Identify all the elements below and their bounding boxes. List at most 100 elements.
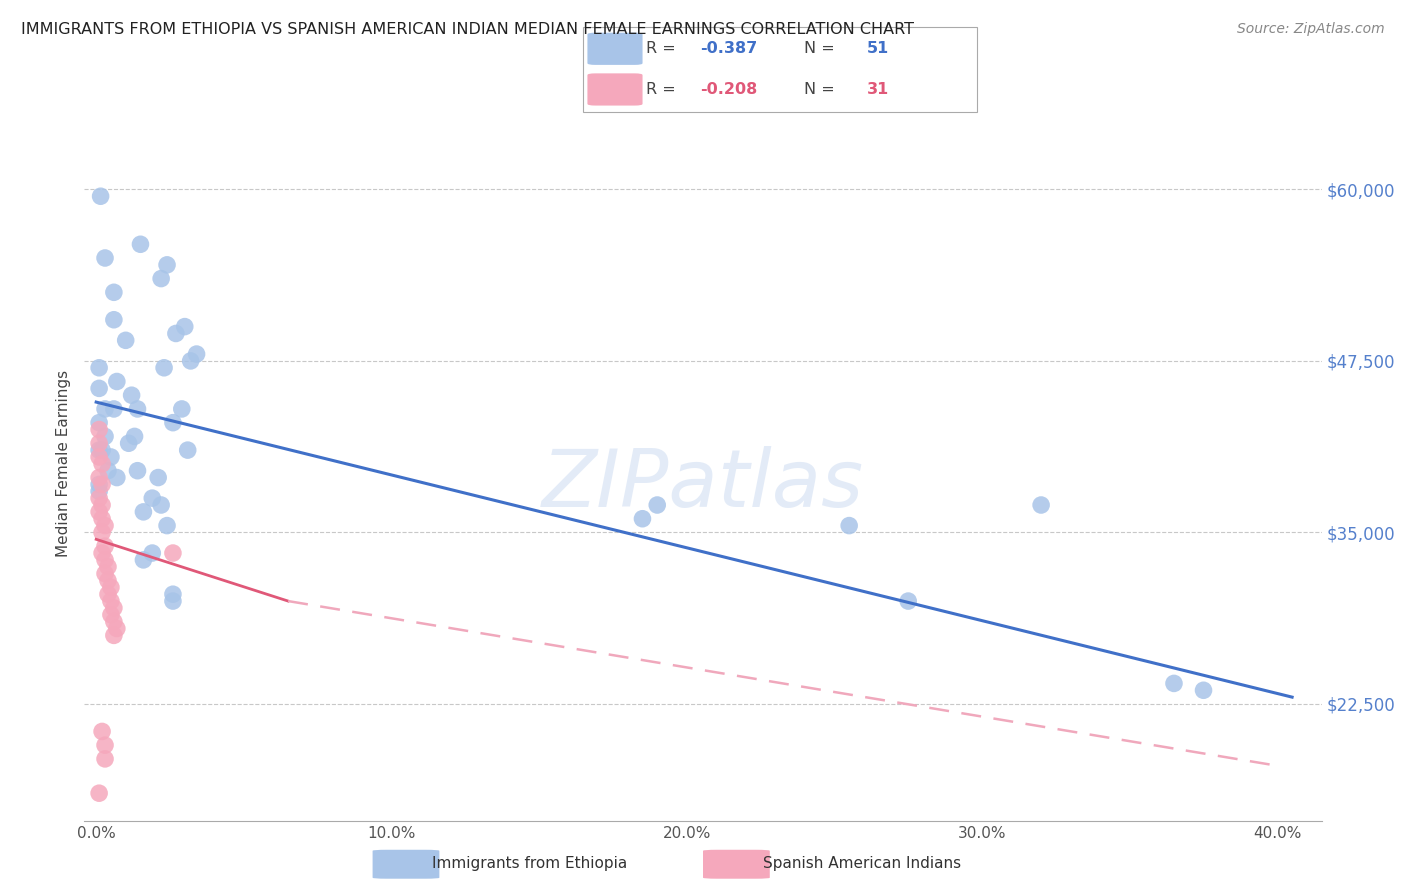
Point xyxy=(100,450,122,464)
Point xyxy=(897,594,920,608)
Point xyxy=(105,470,128,484)
Point xyxy=(162,546,184,560)
Point xyxy=(91,477,114,491)
Point xyxy=(90,189,112,203)
Point xyxy=(89,477,111,491)
Point xyxy=(94,518,117,533)
Point xyxy=(89,505,111,519)
Point xyxy=(631,512,654,526)
FancyBboxPatch shape xyxy=(588,33,643,65)
Point xyxy=(124,429,146,443)
Point xyxy=(91,724,114,739)
Point xyxy=(645,498,668,512)
Point xyxy=(162,416,184,430)
Point xyxy=(105,622,128,636)
Point xyxy=(89,423,111,437)
Y-axis label: Median Female Earnings: Median Female Earnings xyxy=(56,370,72,558)
FancyBboxPatch shape xyxy=(583,27,977,112)
Point xyxy=(121,388,143,402)
Point xyxy=(91,512,114,526)
Point xyxy=(91,498,114,512)
Point xyxy=(91,457,114,471)
Point xyxy=(150,271,173,285)
Point xyxy=(148,470,170,484)
Point xyxy=(165,326,187,341)
Point xyxy=(127,401,149,416)
Point xyxy=(186,347,208,361)
Point xyxy=(100,580,122,594)
Point xyxy=(94,553,117,567)
Point xyxy=(89,491,111,505)
Point xyxy=(150,498,173,512)
Text: Immigrants from Ethiopia: Immigrants from Ethiopia xyxy=(433,855,627,871)
Point xyxy=(89,450,111,464)
Point xyxy=(105,375,128,389)
Point xyxy=(127,464,149,478)
Text: 31: 31 xyxy=(868,82,889,97)
Point xyxy=(94,429,117,443)
Point xyxy=(89,436,111,450)
Point xyxy=(91,443,114,458)
Text: -0.208: -0.208 xyxy=(700,82,756,97)
Text: -0.387: -0.387 xyxy=(700,41,756,56)
Point xyxy=(103,628,125,642)
Point xyxy=(103,615,125,629)
Point xyxy=(91,525,114,540)
FancyBboxPatch shape xyxy=(373,850,439,879)
Point xyxy=(94,738,117,752)
Point xyxy=(89,381,111,395)
Text: N =: N = xyxy=(804,82,839,97)
Point xyxy=(103,401,125,416)
Point xyxy=(180,354,202,368)
Point xyxy=(100,594,122,608)
FancyBboxPatch shape xyxy=(703,850,770,879)
Text: IMMIGRANTS FROM ETHIOPIA VS SPANISH AMERICAN INDIAN MEDIAN FEMALE EARNINGS CORRE: IMMIGRANTS FROM ETHIOPIA VS SPANISH AMER… xyxy=(21,22,914,37)
Point xyxy=(103,601,125,615)
Point xyxy=(94,539,117,553)
Point xyxy=(153,360,176,375)
Point xyxy=(1029,498,1052,512)
Point xyxy=(1192,683,1215,698)
Point xyxy=(170,401,193,416)
Point xyxy=(97,574,120,588)
Point xyxy=(94,251,117,265)
FancyBboxPatch shape xyxy=(588,73,643,105)
Point xyxy=(132,505,155,519)
Point xyxy=(132,553,155,567)
Point xyxy=(89,786,111,800)
Text: Source: ZipAtlas.com: Source: ZipAtlas.com xyxy=(1237,22,1385,37)
Point xyxy=(103,312,125,326)
Text: ZIPatlas: ZIPatlas xyxy=(541,446,865,524)
Text: N =: N = xyxy=(804,41,839,56)
Point xyxy=(177,443,200,458)
Point xyxy=(97,559,120,574)
Point xyxy=(89,484,111,499)
Point xyxy=(838,518,860,533)
Point xyxy=(94,566,117,581)
Point xyxy=(129,237,152,252)
Point xyxy=(162,594,184,608)
Point xyxy=(162,587,184,601)
Point xyxy=(173,319,195,334)
Point xyxy=(89,416,111,430)
Point xyxy=(89,443,111,458)
Point xyxy=(1163,676,1185,690)
Point xyxy=(141,491,163,505)
Text: 51: 51 xyxy=(868,41,889,56)
Point xyxy=(97,464,120,478)
Point xyxy=(103,285,125,300)
Point xyxy=(156,258,179,272)
Point xyxy=(156,518,179,533)
Point xyxy=(89,470,111,484)
Point xyxy=(94,752,117,766)
Point xyxy=(97,587,120,601)
Point xyxy=(89,360,111,375)
Point xyxy=(100,607,122,622)
Point xyxy=(114,334,136,348)
Text: R =: R = xyxy=(647,82,682,97)
Text: Spanish American Indians: Spanish American Indians xyxy=(762,855,960,871)
Point xyxy=(118,436,141,450)
Point xyxy=(91,546,114,560)
Point xyxy=(141,546,163,560)
Text: R =: R = xyxy=(647,41,682,56)
